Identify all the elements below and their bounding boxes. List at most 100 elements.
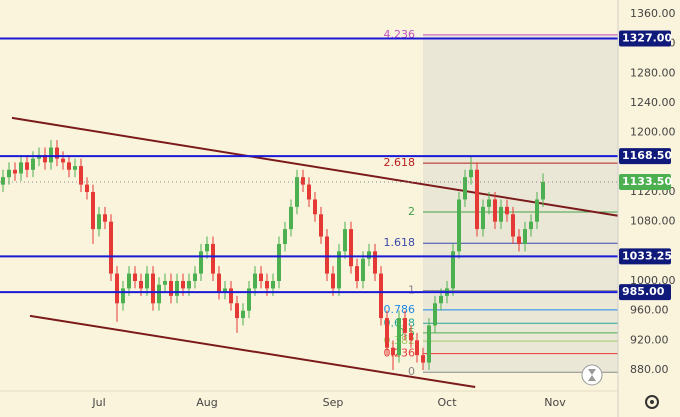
candle-body bbox=[313, 199, 317, 215]
candle-body bbox=[283, 229, 287, 244]
fib-label: 1 bbox=[408, 284, 415, 297]
candle-body bbox=[79, 166, 83, 185]
fib-label: 0.786 bbox=[384, 303, 416, 316]
candle-body bbox=[133, 273, 137, 282]
candle-body bbox=[265, 281, 269, 289]
candle-body bbox=[439, 295, 443, 304]
candle-body bbox=[157, 284, 161, 304]
candle-body bbox=[355, 266, 359, 282]
candle-body bbox=[163, 281, 167, 285]
candle-body bbox=[403, 318, 407, 333]
x-tick-label: Nov bbox=[544, 396, 566, 409]
candle-body bbox=[451, 251, 455, 289]
candle-body bbox=[139, 281, 143, 289]
level-box bbox=[619, 30, 671, 47]
candle-body bbox=[433, 303, 437, 326]
candle-body bbox=[499, 206, 503, 222]
candle-body bbox=[349, 229, 353, 267]
y-tick-label: 1280.00 bbox=[630, 66, 676, 79]
candle-body bbox=[91, 192, 95, 230]
candle-body bbox=[127, 273, 131, 289]
replay-icon[interactable] bbox=[581, 364, 603, 386]
candle-body bbox=[397, 318, 401, 356]
y-tick-label: 920.00 bbox=[630, 333, 669, 346]
last-price-label: 1133.50 bbox=[622, 175, 672, 188]
candle-body bbox=[373, 251, 377, 274]
candle-body bbox=[103, 214, 107, 222]
level-box bbox=[619, 248, 671, 265]
candle-body bbox=[337, 251, 341, 289]
candle-body bbox=[331, 273, 335, 289]
candle-body bbox=[193, 273, 197, 282]
candle-body bbox=[229, 288, 233, 304]
candle-body bbox=[493, 199, 497, 222]
last-price-box bbox=[619, 174, 671, 191]
candle-body bbox=[457, 199, 461, 252]
candle-body bbox=[67, 162, 71, 170]
settings-icon[interactable] bbox=[645, 395, 659, 409]
candle-body bbox=[391, 347, 395, 356]
candle-body bbox=[361, 258, 365, 282]
x-tick-label: Sep bbox=[323, 396, 344, 409]
candle-body bbox=[343, 229, 347, 252]
trend-line bbox=[11, 116, 619, 217]
candle-body bbox=[295, 177, 299, 207]
y-tick-label: 1200.00 bbox=[630, 126, 676, 139]
candle-body bbox=[325, 236, 329, 274]
fib-label: 2 bbox=[408, 205, 415, 218]
candle-body bbox=[289, 206, 293, 230]
candle-body bbox=[463, 177, 467, 200]
candle-body bbox=[487, 199, 491, 207]
candle-body bbox=[73, 166, 77, 170]
candle-body bbox=[109, 221, 113, 274]
candle-body bbox=[241, 310, 245, 319]
y-tick-label: 1360.00 bbox=[630, 7, 676, 20]
candle-body bbox=[0, 177, 5, 185]
candle-body bbox=[481, 206, 485, 230]
candle-body bbox=[61, 158, 65, 163]
level-label: 985.00 bbox=[622, 285, 665, 298]
candle-body bbox=[31, 158, 35, 170]
candle-body bbox=[379, 273, 383, 319]
candle-body bbox=[475, 169, 479, 230]
candle-body bbox=[43, 154, 47, 163]
candle-body bbox=[271, 281, 275, 289]
candle-body bbox=[505, 206, 509, 215]
level-label: 1327.00 bbox=[622, 32, 672, 45]
x-tick-label: Oct bbox=[437, 396, 457, 409]
fib-area bbox=[423, 34, 618, 373]
candle-body bbox=[13, 169, 17, 174]
candle-body bbox=[529, 221, 533, 230]
candle-body bbox=[169, 281, 173, 296]
candle-body bbox=[535, 199, 539, 222]
candle-body bbox=[121, 288, 125, 304]
candle-body bbox=[541, 182, 545, 200]
x-tick-label: Jul bbox=[91, 396, 105, 409]
candle-body bbox=[307, 184, 311, 200]
candle-body bbox=[409, 332, 413, 341]
fib-label: 0 bbox=[408, 365, 415, 378]
fib-label: 1.618 bbox=[384, 236, 416, 249]
level-label: 1033.25 bbox=[622, 249, 672, 262]
candle-body bbox=[235, 303, 239, 319]
level-box bbox=[619, 284, 671, 301]
candle-body bbox=[205, 243, 209, 252]
candle-body bbox=[7, 169, 11, 178]
y-tick-label: 880.00 bbox=[630, 363, 669, 376]
y-tick-label: 960.00 bbox=[630, 304, 669, 317]
y-tick-label: 1000.00 bbox=[630, 274, 676, 287]
candle-body bbox=[19, 162, 23, 174]
candle-body bbox=[181, 281, 185, 289]
candle-body bbox=[511, 214, 515, 237]
y-tick-label: 1080.00 bbox=[630, 215, 676, 228]
candle-body bbox=[385, 318, 389, 348]
level-box bbox=[619, 148, 671, 165]
candle-body bbox=[517, 236, 521, 244]
candle-body bbox=[523, 229, 527, 244]
candle-body bbox=[187, 281, 191, 289]
candle-body bbox=[115, 273, 119, 304]
candle-body bbox=[145, 273, 149, 289]
candle-body bbox=[217, 273, 221, 293]
